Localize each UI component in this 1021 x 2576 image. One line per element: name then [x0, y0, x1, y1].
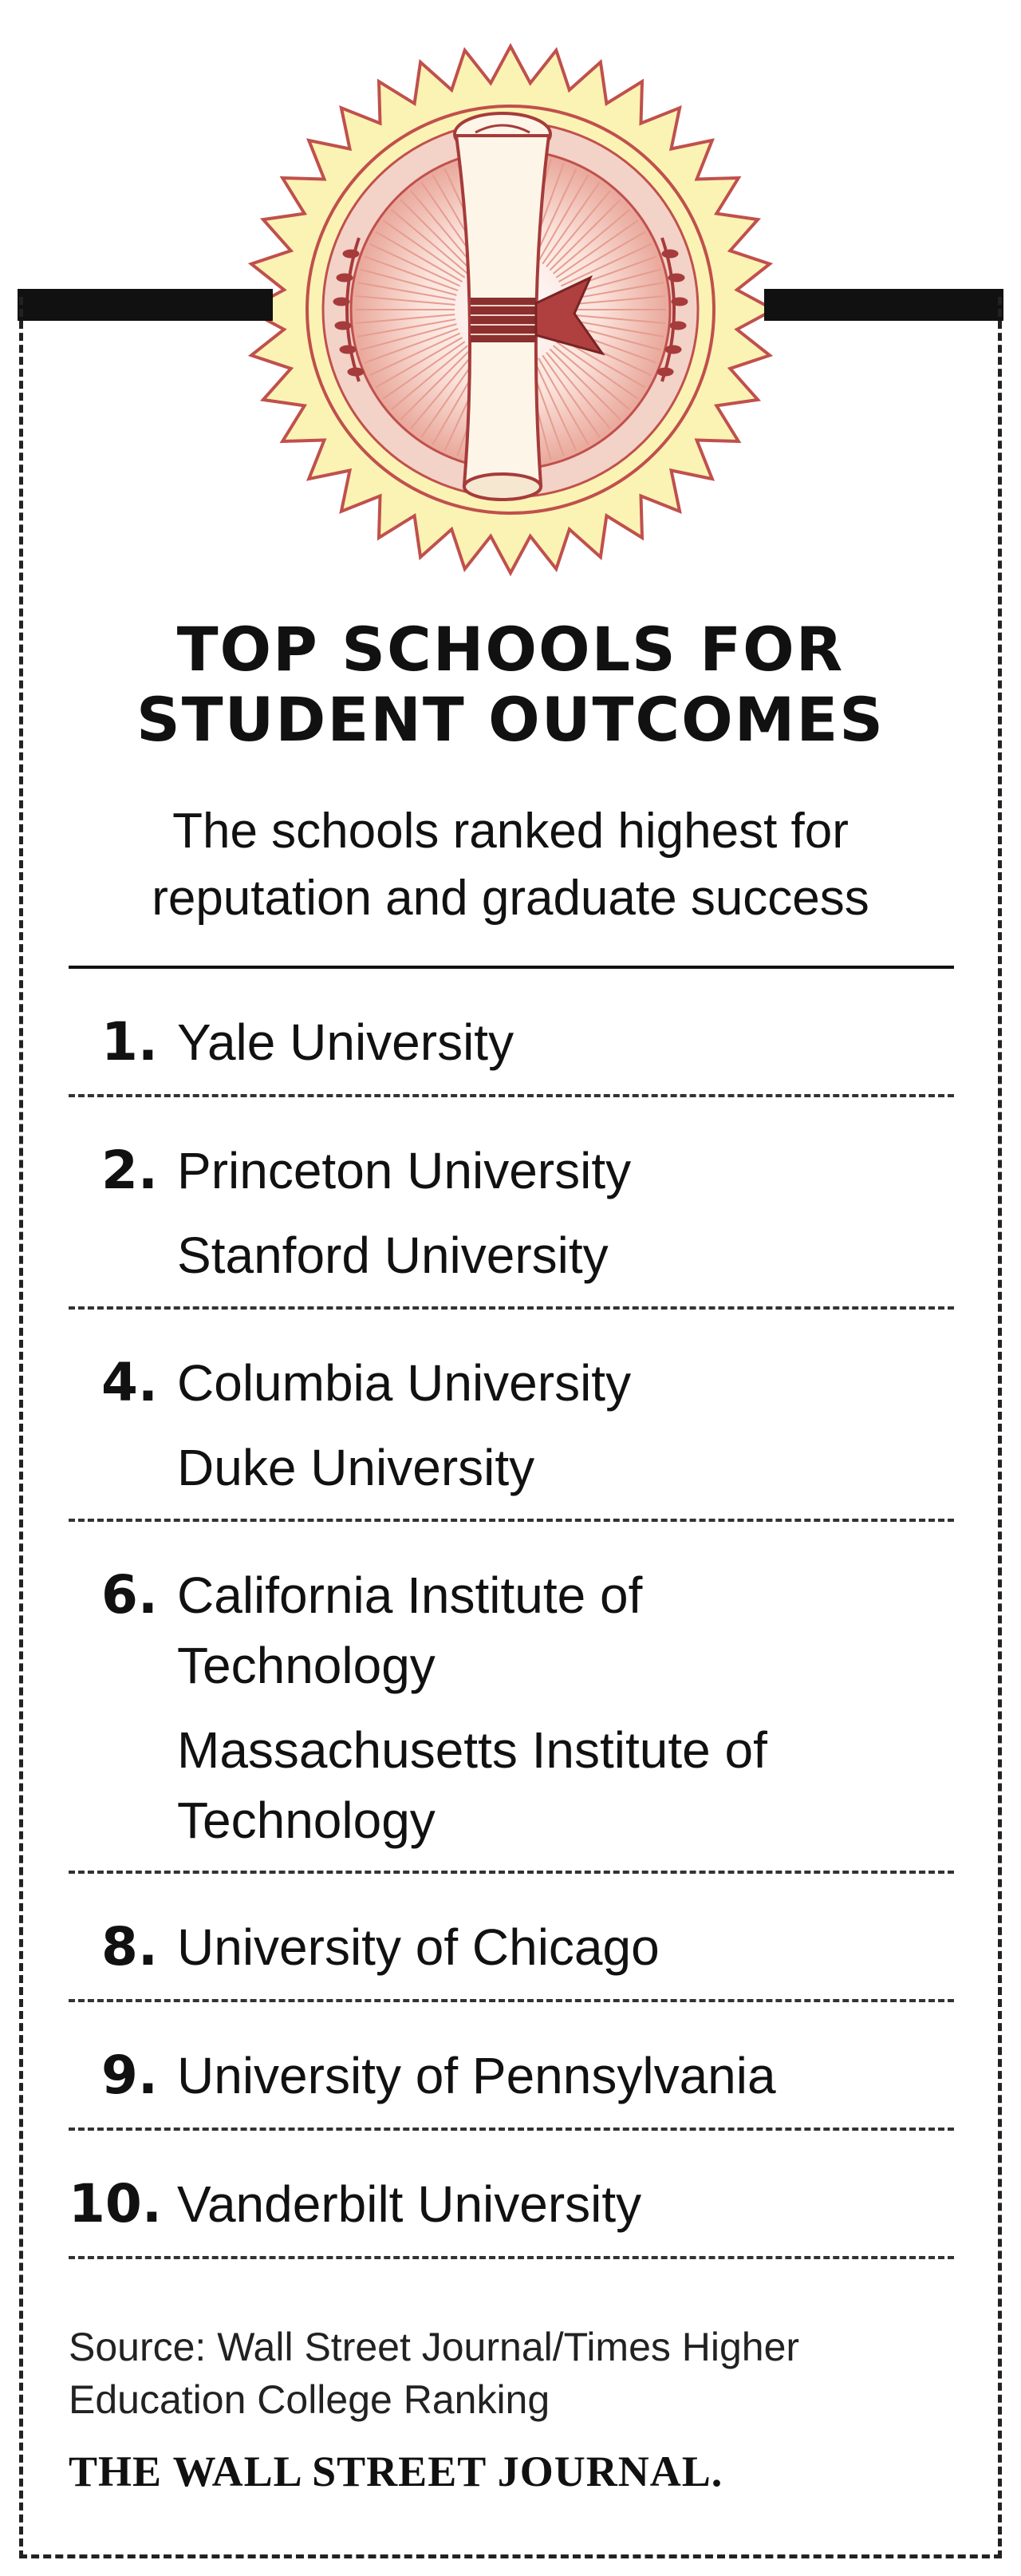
diploma-scroll-icon: [453, 112, 605, 501]
seal-ray: [538, 174, 589, 262]
list-item: 2. Princeton University Stanford Univers…: [69, 1097, 954, 1310]
seal-ray: [357, 318, 456, 338]
seal-ray: [382, 219, 466, 279]
seal-ray: [357, 282, 456, 301]
seal-ray: [549, 199, 621, 271]
seal-ray: [364, 327, 459, 364]
subtitle: The schools ranked highest for reputatio…: [0, 798, 1021, 932]
seal-ray: [549, 348, 621, 421]
school-name: Stanford University: [177, 1227, 609, 1284]
rank-number: 2.: [101, 1140, 158, 1201]
seal-ray: [360, 268, 457, 296]
seal-ray: [558, 231, 646, 282]
seal-ray: [400, 199, 472, 271]
school-name: Vanderbilt University: [177, 2175, 642, 2233]
source-line-1: Source: Wall Street Journal/Times Higher: [69, 2325, 800, 2369]
rank-number: 8.: [101, 1916, 158, 1977]
seal-ray: [400, 348, 472, 421]
rank-number: 6.: [101, 1564, 158, 1626]
seal-ray: [538, 358, 589, 445]
list-item: 9. University of Pennsylvania: [69, 2002, 954, 2131]
seal-ray: [542, 354, 601, 438]
seal-ray: [375, 337, 463, 389]
seal-ray: [546, 189, 612, 268]
seal-ray: [409, 351, 475, 430]
source-note: Source: Wall Street Journal/Times Higher…: [69, 2321, 954, 2426]
seal-ray: [546, 351, 612, 430]
seal-ray: [533, 359, 578, 452]
seal-ray: [533, 168, 578, 260]
seal-ray: [355, 295, 455, 306]
seal-rays: [355, 154, 666, 465]
school-name: Columbia University: [177, 1354, 632, 1412]
title-line-1: TOP SCHOOLS FOR: [176, 614, 845, 685]
rank-number: 4.: [101, 1352, 158, 1413]
laurel-right-icon: [656, 237, 688, 382]
diploma-seal-icon: [243, 42, 778, 577]
list-item: 6. California Institute of Technology Ma…: [69, 1522, 954, 1874]
seal-ray: [382, 341, 466, 400]
subtitle-line-2: reputation and graduate success: [152, 871, 869, 926]
page-title: TOP SCHOOLS FOR STUDENT OUTCOMES: [0, 614, 1021, 755]
school-name: Yale University: [177, 1013, 514, 1071]
seal-ray: [369, 332, 461, 377]
school-name: Princeton University: [177, 1142, 632, 1199]
publisher-logo: THE WALL STREET JOURNAL.: [69, 2448, 723, 2495]
source-line-2: Education College Ranking: [69, 2377, 550, 2422]
school-name: Duke University: [177, 1439, 535, 1496]
seal-ray: [552, 345, 631, 411]
rank-number: 10.: [69, 2173, 162, 2234]
seal-ray: [560, 243, 652, 287]
rankings-list: 1. Yale University 2. Princeton Universi…: [69, 969, 954, 2259]
title-divider: [69, 966, 954, 969]
school-name: University of Pennsylvania: [177, 2047, 776, 2104]
infographic-frame: [19, 297, 1002, 2558]
school-name: Massachusetts Institute of Technology: [177, 1721, 767, 1849]
seal-ray: [555, 219, 639, 279]
seal-ray: [555, 341, 639, 400]
school-name: University of Chicago: [177, 1918, 660, 1976]
title-line-2: STUDENT OUTCOMES: [136, 684, 885, 755]
header-bar-left: [18, 289, 273, 321]
seal-ray: [375, 231, 463, 282]
subtitle-line-1: The schools ranked highest for: [172, 804, 849, 859]
seal-ray: [355, 314, 455, 324]
laurel-left-icon: [333, 237, 365, 382]
seal-ray: [542, 181, 601, 265]
seal-ray: [364, 255, 459, 292]
seal-ray: [390, 208, 469, 275]
seal-ray: [566, 295, 666, 306]
list-item: 8. University of Chicago: [69, 1874, 954, 2002]
school-name: California Institute of Technology: [177, 1567, 643, 1694]
seal-ray: [552, 208, 631, 275]
seal-ray: [566, 314, 666, 324]
list-item: 4. Columbia University Duke University: [69, 1310, 954, 1522]
header-bar-right: [764, 289, 1003, 321]
seal-ray: [409, 189, 475, 268]
list-item: 1. Yale University: [69, 969, 954, 1097]
list-item: 10. Vanderbilt University: [69, 2131, 954, 2259]
rank-number: 9.: [101, 2045, 158, 2106]
seal-ray: [369, 243, 461, 287]
rank-number: 1.: [101, 1011, 158, 1073]
seal-ray: [565, 318, 664, 338]
seal-ray: [390, 345, 469, 411]
seal-ray: [360, 323, 457, 351]
